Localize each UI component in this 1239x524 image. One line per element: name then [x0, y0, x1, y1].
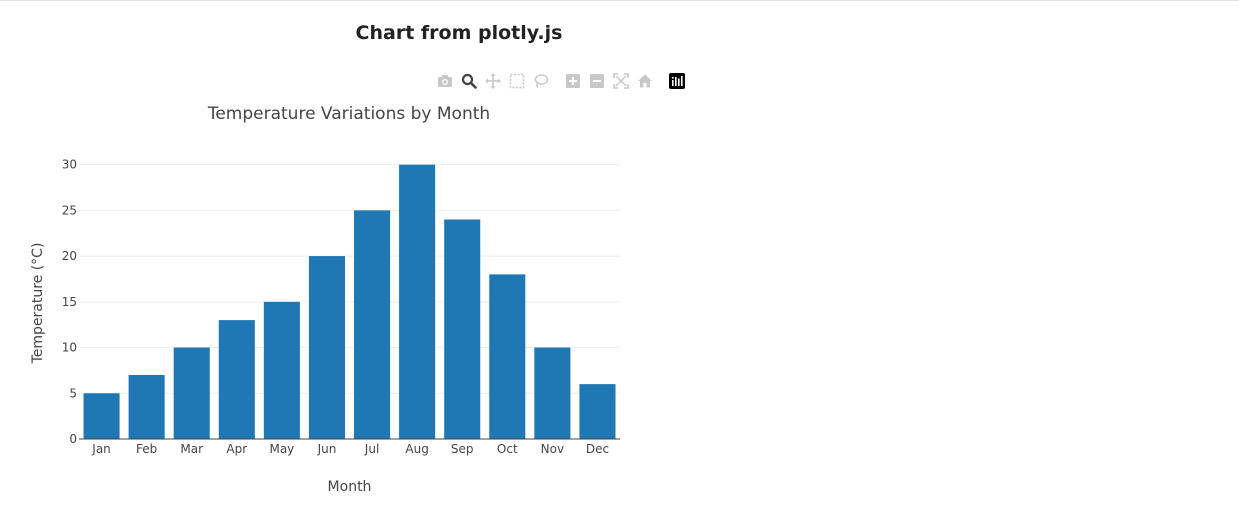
plotly-logo-icon[interactable] — [668, 72, 686, 90]
bar-oct[interactable] — [489, 274, 526, 439]
bar-apr[interactable] — [218, 320, 255, 439]
y-tick-label: 25 — [62, 203, 77, 217]
x-tick-label: Oct — [497, 442, 518, 456]
x-tick-label: Jun — [317, 442, 337, 456]
pan-icon[interactable] — [484, 72, 502, 90]
zoom-out-icon[interactable] — [588, 72, 606, 90]
y-axis-label: Temperature (°C) — [30, 243, 46, 365]
x-tick-label: Jul — [364, 442, 379, 456]
bar-jan[interactable] — [83, 393, 120, 439]
zoom-icon[interactable] — [460, 72, 478, 90]
x-tick-label: Sep — [451, 442, 474, 456]
bar-may[interactable] — [263, 301, 300, 439]
y-tick-label: 10 — [62, 341, 77, 355]
bar-jul[interactable] — [354, 210, 391, 439]
top-divider — [0, 0, 1239, 1]
autoscale-icon[interactable] — [612, 72, 630, 90]
camera-icon[interactable] — [436, 72, 454, 90]
y-tick-label: 20 — [62, 249, 77, 263]
x-tick-label: Mar — [180, 442, 203, 456]
bar-jun[interactable] — [308, 256, 345, 439]
bar-dec[interactable] — [579, 384, 616, 439]
y-tick-label: 15 — [62, 295, 77, 309]
x-tick-label: Aug — [405, 442, 428, 456]
bar-sep[interactable] — [444, 219, 481, 439]
chart-title: Temperature Variations by Month — [207, 104, 490, 124]
y-tick-labels: 0 5 10 15 20 25 30 — [62, 158, 77, 446]
page-heading: Chart from plotly.js — [355, 22, 563, 44]
zoom-in-icon[interactable] — [564, 72, 582, 90]
bars — [83, 164, 616, 439]
x-tick-label: Jan — [91, 442, 111, 456]
gridlines — [79, 164, 620, 394]
y-tick-label: 5 — [69, 386, 77, 400]
lasso-select-icon[interactable] — [532, 72, 550, 90]
y-tick-label: 30 — [62, 158, 77, 172]
x-tick-label: Nov — [541, 442, 564, 456]
x-axis-label: Month — [328, 479, 372, 495]
x-tick-labels: Jan Feb Mar Apr May Jun Jul Aug Sep Oct Nov Dec — [91, 442, 609, 456]
bar-mar[interactable] — [173, 347, 210, 439]
x-tick-label: Feb — [136, 442, 157, 456]
x-tick-label: Apr — [226, 442, 247, 456]
bar-aug[interactable] — [399, 164, 436, 439]
bar-feb[interactable] — [128, 374, 165, 439]
reset-axes-icon[interactable] — [636, 72, 654, 90]
x-tick-label: Dec — [586, 442, 609, 456]
bar-nov[interactable] — [534, 347, 571, 439]
x-tick-label: May — [269, 442, 294, 456]
y-tick-label: 0 — [69, 432, 77, 446]
box-select-icon[interactable] — [508, 72, 526, 90]
modebar — [436, 72, 692, 90]
